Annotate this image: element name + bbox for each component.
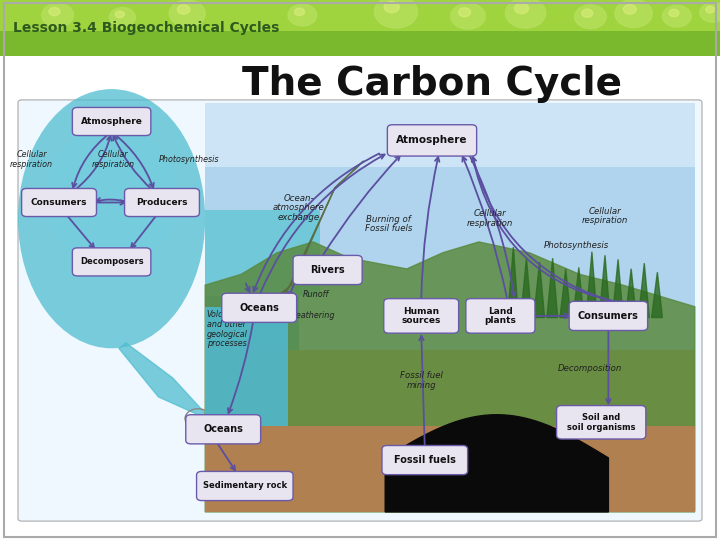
Polygon shape [205, 242, 695, 512]
Circle shape [49, 8, 60, 16]
Circle shape [169, 0, 205, 27]
Text: Sedimentary rock: Sedimentary rock [203, 482, 287, 490]
Text: Oceans: Oceans [239, 303, 279, 313]
Text: Fossil fuel
mining: Fossil fuel mining [400, 372, 443, 390]
Circle shape [374, 0, 418, 28]
Text: Lesson 3.4 Biogeochemical Cycles: Lesson 3.4 Biogeochemical Cycles [13, 21, 279, 35]
Polygon shape [508, 261, 518, 318]
Text: Human
sources: Human sources [402, 307, 441, 325]
Polygon shape [385, 415, 608, 512]
Text: Soil and
soil organisms: Soil and soil organisms [567, 413, 636, 431]
Text: Atmosphere: Atmosphere [396, 136, 468, 145]
Ellipse shape [18, 89, 205, 348]
Bar [205, 426, 695, 512]
FancyBboxPatch shape [387, 125, 477, 156]
FancyBboxPatch shape [72, 248, 151, 276]
Ellipse shape [46, 126, 177, 268]
FancyBboxPatch shape [293, 255, 362, 285]
Polygon shape [626, 243, 636, 318]
Bar [205, 226, 299, 442]
Polygon shape [534, 268, 544, 318]
Circle shape [505, 0, 546, 28]
Circle shape [451, 3, 485, 29]
Circle shape [459, 8, 471, 17]
Circle shape [575, 5, 606, 29]
FancyBboxPatch shape [125, 188, 199, 217]
Text: Volcanoes
and other
geological
processes: Volcanoes and other geological processes [207, 310, 247, 348]
Bar [0, 0, 720, 62]
Polygon shape [612, 267, 623, 318]
Polygon shape [639, 252, 649, 318]
Text: Burning of
Fossil fuels: Burning of Fossil fuels [365, 215, 413, 233]
FancyBboxPatch shape [22, 188, 96, 217]
Bar [205, 307, 288, 426]
Circle shape [115, 11, 125, 18]
Text: Photosynthesis: Photosynthesis [544, 241, 608, 250]
Circle shape [662, 5, 691, 27]
Circle shape [706, 6, 715, 13]
Text: Fossil fuels: Fossil fuels [394, 455, 456, 465]
Polygon shape [0, 57, 720, 76]
FancyBboxPatch shape [384, 299, 459, 333]
Circle shape [288, 4, 317, 26]
Text: Weathering: Weathering [288, 312, 335, 320]
Circle shape [109, 8, 135, 27]
FancyBboxPatch shape [18, 100, 702, 521]
FancyBboxPatch shape [569, 301, 648, 330]
Text: Consumers: Consumers [31, 198, 87, 207]
Text: Producers: Producers [136, 198, 188, 207]
Circle shape [582, 9, 593, 17]
Circle shape [615, 0, 652, 28]
Text: Ocean-
atmosphere
exchange: Ocean- atmosphere exchange [273, 194, 325, 222]
Circle shape [700, 3, 720, 22]
Text: Consumers: Consumers [578, 311, 639, 321]
FancyBboxPatch shape [557, 406, 646, 439]
Circle shape [384, 2, 399, 13]
Circle shape [669, 9, 679, 17]
Polygon shape [573, 251, 584, 318]
Text: Atmosphere: Atmosphere [81, 117, 143, 126]
Text: Photosynthesis: Photosynthesis [158, 155, 219, 164]
Bar [205, 103, 695, 361]
Polygon shape [547, 246, 558, 318]
Text: Decomposers: Decomposers [80, 258, 143, 266]
Polygon shape [599, 259, 610, 318]
Bar [0, 62, 720, 540]
Text: Cellular
respiration: Cellular respiration [91, 150, 135, 168]
Polygon shape [586, 264, 597, 318]
Polygon shape [560, 263, 571, 318]
Circle shape [294, 8, 305, 16]
FancyBboxPatch shape [186, 415, 261, 444]
Text: Rivers: Rivers [310, 265, 345, 275]
Text: Runoff: Runoff [302, 290, 329, 299]
Text: The Carbon Cycle: The Carbon Cycle [242, 65, 622, 103]
Bar [205, 350, 695, 512]
Polygon shape [652, 248, 662, 318]
FancyBboxPatch shape [222, 293, 297, 322]
FancyBboxPatch shape [72, 107, 151, 136]
Circle shape [177, 5, 190, 14]
Text: Cellular
respiration: Cellular respiration [582, 207, 628, 225]
Bar [205, 103, 695, 167]
FancyBboxPatch shape [466, 299, 535, 333]
Text: Cellular
respiration: Cellular respiration [10, 150, 53, 168]
Polygon shape [521, 274, 531, 318]
Text: Cellular
respiration: Cellular respiration [467, 210, 513, 228]
Text: Decomposition: Decomposition [558, 364, 623, 373]
Circle shape [624, 4, 636, 14]
FancyBboxPatch shape [382, 446, 468, 475]
FancyBboxPatch shape [197, 471, 293, 501]
Circle shape [42, 3, 73, 27]
Text: Oceans: Oceans [203, 424, 243, 434]
Text: Land
plants: Land plants [485, 307, 516, 325]
Polygon shape [119, 343, 212, 421]
Polygon shape [263, 161, 364, 312]
Bar [0, 0, 720, 31]
Bar [205, 210, 320, 296]
Circle shape [515, 3, 528, 14]
